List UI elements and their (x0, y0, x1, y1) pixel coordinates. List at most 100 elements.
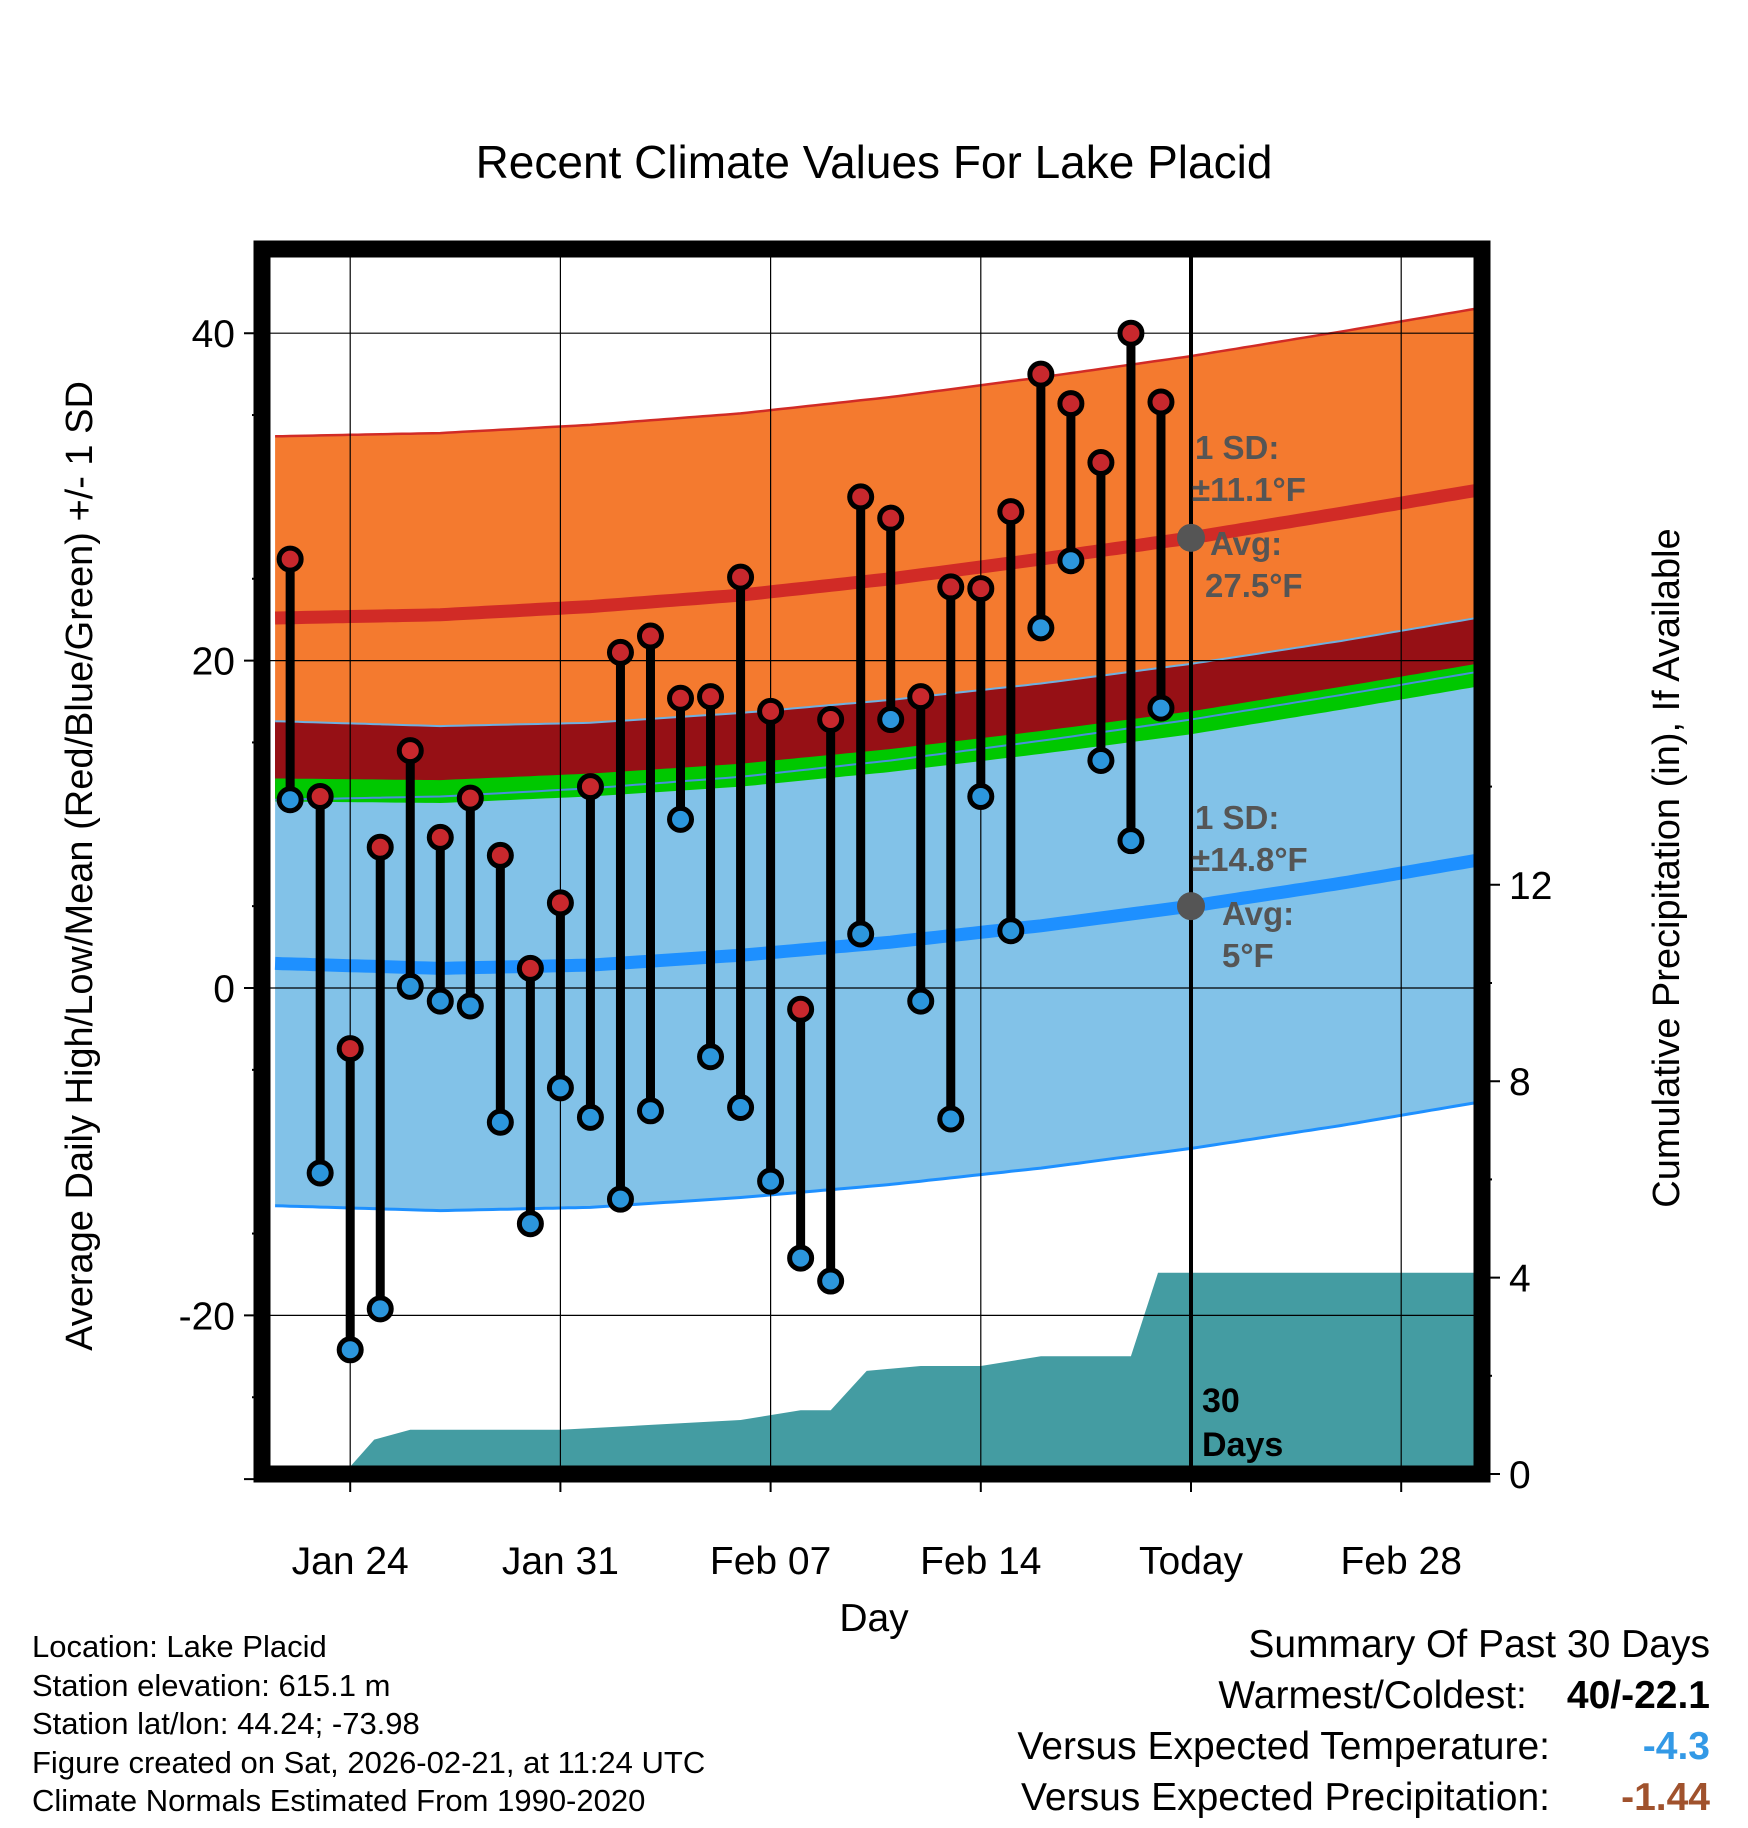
x-axis-label: Day (839, 1597, 909, 1640)
obs-low-point (366, 1295, 394, 1323)
obs-low-point (997, 917, 1025, 945)
high-sd-value: ±11.1°F (1192, 471, 1306, 508)
obs-low-point (546, 1074, 574, 1102)
summary-title: Summary Of Past 30 Days (1248, 1623, 1710, 1666)
obs-low-point (606, 1185, 634, 1213)
precip-area (275, 1272, 1477, 1474)
temp-anomaly-value: -4.3 (1642, 1725, 1710, 1768)
y-left-tick-label: 40 (192, 313, 235, 356)
obs-high-point (757, 697, 785, 725)
obs-high-point (426, 823, 454, 851)
obs-low-point (727, 1094, 755, 1122)
obs-high-point (606, 638, 634, 666)
obs-high-point (1027, 360, 1055, 388)
precip-anomaly-value: -1.44 (1621, 1776, 1710, 1819)
obs-high-point (907, 683, 935, 711)
y-right-tick-label: 12 (1509, 865, 1552, 908)
obs-low-point (847, 920, 875, 948)
temp-anomaly-label: Versus Expected Temperature: (1017, 1725, 1550, 1768)
obs-low-point (877, 706, 905, 734)
obs-low-point (787, 1244, 815, 1272)
warmest-coldest-value: 40/-22.1 (1566, 1674, 1710, 1717)
low-sd-lower-edge (275, 1101, 1477, 1213)
obs-high-point (576, 773, 604, 801)
low-mean-line (274, 853, 1478, 975)
x-tick-label: Jan 24 (292, 1540, 409, 1583)
x-tick-label: Feb 14 (920, 1540, 1041, 1583)
low-avg-marker (1177, 892, 1205, 921)
obs-high-point (1147, 388, 1175, 416)
obs-low-point (967, 782, 995, 810)
obs-low-point (1087, 746, 1115, 774)
station-info: Location: Lake Placid Station elevation:… (32, 1628, 705, 1821)
y-axis-right-label: Cumulative Precipitation (in), If Availa… (1646, 528, 1688, 1207)
obs-high-point (636, 622, 664, 650)
x-tick-label: Feb 07 (710, 1540, 831, 1583)
obs-low-point (907, 987, 935, 1015)
obs-low-point (697, 1043, 725, 1071)
obs-high-point (847, 483, 875, 511)
latlon-text: Station lat/lon: 44.24; -73.98 (32, 1706, 420, 1741)
overlap-band-lower (275, 618, 1477, 781)
obs-high-point (967, 575, 995, 603)
x-tick-label: Today (1139, 1540, 1244, 1583)
y-right-tick-label: 0 (1509, 1454, 1531, 1497)
low-sd-upper-edge (275, 617, 1477, 728)
high-sd-label: 1 SD: (1195, 429, 1279, 466)
obs-high-point (516, 954, 544, 982)
obs-low-point (306, 1159, 334, 1187)
obs-low-point (667, 805, 695, 833)
obs-high-point (667, 684, 695, 712)
obs-high-point (1117, 319, 1145, 347)
precip-anomaly-row: Versus Expected Precipitation: -1.44 (1017, 1772, 1710, 1823)
obs-high-point (997, 498, 1025, 526)
obs-high-point (396, 737, 424, 765)
precip-anomaly-label: Versus Expected Precipitation: (1021, 1776, 1550, 1819)
temp-anomaly-row: Versus Expected Temperature: -4.3 (1017, 1721, 1710, 1772)
obs-low-point (757, 1167, 785, 1195)
plot-content: 1 SD: ±11.1°F Avg: 27.5°F 1 SD: ±14.8°F Avg: 5°… (262, 249, 1482, 1474)
y-axis-left-label: Average Daily High/Low/Mean (Red/Blue/Gr… (59, 381, 101, 1351)
y-left-tick-label: 20 (192, 641, 235, 684)
high-mean-line (275, 483, 1478, 625)
high-sd-upper-edge (275, 307, 1477, 438)
plot-area: 1 SD: ±11.1°F Avg: 27.5°F 1 SD: ±14.8°F Avg: 5°… (179, 240, 1552, 1583)
obs-low-point (516, 1210, 544, 1238)
precip-days-word: Days (1202, 1426, 1283, 1464)
obs-low-point (576, 1103, 604, 1131)
mean-band (275, 663, 1477, 803)
low-avg-label: Avg: (1222, 895, 1294, 932)
obs-low-point (456, 992, 484, 1020)
obs-low-point (937, 1105, 965, 1133)
obs-high-point (276, 545, 304, 573)
obs-high-point (456, 784, 484, 812)
obs-high-point (817, 706, 845, 734)
low-sd-value: ±14.8°F (1192, 841, 1308, 878)
obs-high-point (1087, 449, 1115, 477)
obs-high-point (306, 782, 334, 810)
location-text: Location: Lake Placid (32, 1629, 327, 1664)
obs-low-point (817, 1267, 845, 1295)
obs-low-point (276, 786, 304, 814)
precip-days-number: 30 (1202, 1382, 1240, 1420)
high-avg-marker (1177, 523, 1205, 552)
obs-low-point (1117, 827, 1145, 855)
elevation-text: Station elevation: 615.1 m (32, 1667, 391, 1703)
created-text: Figure created on Sat, 2026-02-21, at 11… (32, 1744, 706, 1780)
obs-low-point (336, 1336, 364, 1364)
obs-low-point (1057, 547, 1085, 575)
obs-high-point (727, 563, 755, 591)
summary-panel: Summary Of Past 30 Days Warmest/Coldest:… (1017, 1620, 1710, 1823)
obs-high-point (787, 995, 815, 1023)
obs-high-point (877, 504, 905, 532)
x-tick-label: Jan 31 (502, 1540, 619, 1583)
obs-high-point (546, 889, 574, 917)
warmest-coldest-row: Warmest/Coldest: 40/-22.1 (1017, 1670, 1710, 1721)
obs-high-point (336, 1035, 364, 1063)
warmest-coldest-label: Warmest/Coldest: (1218, 1674, 1527, 1717)
y-right-tick-label: 8 (1509, 1061, 1531, 1104)
y-right-tick-label: 4 (1509, 1258, 1531, 1301)
obs-low-point (486, 1108, 514, 1136)
high-avg-value: 27.5°F (1205, 567, 1303, 604)
obs-low-point (426, 987, 454, 1015)
